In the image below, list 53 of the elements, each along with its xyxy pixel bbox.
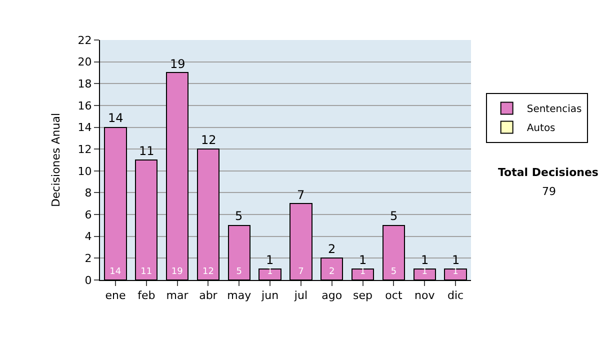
x-tick-label: jun: [260, 289, 279, 302]
text: 79: [542, 185, 556, 198]
total-label: 14: [108, 111, 124, 125]
data-label: 14: [110, 267, 122, 277]
total-label: 1: [359, 253, 367, 267]
x-tick-label: may: [227, 289, 252, 302]
y-tick-label: 8: [84, 186, 92, 200]
total-label: 1: [452, 253, 460, 267]
y-tick-label: 0: [84, 274, 92, 287]
total-label: 11: [139, 144, 154, 158]
y-tick-label: 18: [78, 77, 92, 90]
legend-label: Sentencias: [526, 104, 582, 116]
data-label: 1: [267, 267, 273, 277]
y-axis-title: Decisiones Anual: [49, 112, 62, 208]
text: Total Decisiones: [498, 166, 599, 179]
total-label: 2: [328, 242, 336, 256]
total-label: 7: [297, 188, 305, 202]
data-label: 19: [171, 267, 184, 277]
y-tick-label: 22: [78, 34, 92, 47]
y-tick-label: 4: [84, 230, 92, 244]
x-tick-label: oct: [385, 289, 403, 302]
data-label: 12: [202, 267, 214, 277]
x-tick-label: jul: [293, 289, 308, 302]
x-tick-label: abr: [199, 289, 218, 302]
x-tick-label: feb: [138, 289, 156, 302]
total-label: 19: [170, 57, 186, 71]
data-label: 1: [360, 267, 366, 277]
y-tick-label: 2: [84, 252, 92, 266]
x-tick-label: dic: [447, 289, 464, 302]
data-label: 5: [390, 267, 397, 277]
data-label: 11: [140, 267, 152, 277]
total-label: 1: [421, 253, 429, 267]
x-tick-label: sep: [353, 289, 373, 302]
data-label: 5: [236, 267, 242, 277]
data-label: 1: [452, 267, 458, 277]
total-label: 1: [266, 253, 274, 267]
total-label: 5: [235, 209, 243, 223]
y-tick-label: 10: [78, 164, 92, 178]
data-label: 7: [298, 267, 304, 277]
x-tick-label: mar: [166, 289, 189, 302]
total-label: 5: [390, 209, 398, 223]
y-tick-label: 14: [78, 121, 92, 134]
x-tick-label: nov: [414, 289, 436, 302]
data-label: 1: [422, 267, 428, 277]
y-tick-label: 6: [84, 208, 92, 222]
y-tick-label: 20: [78, 56, 92, 69]
y-tick-label: 16: [78, 99, 92, 112]
x-tick-label: ago: [322, 289, 342, 302]
legend-label: Autos: [526, 123, 556, 134]
total-label: 12: [201, 133, 216, 147]
data-label: 2: [329, 267, 335, 277]
y-tick-label: 12: [78, 142, 92, 156]
x-tick-label: ene: [105, 289, 126, 302]
